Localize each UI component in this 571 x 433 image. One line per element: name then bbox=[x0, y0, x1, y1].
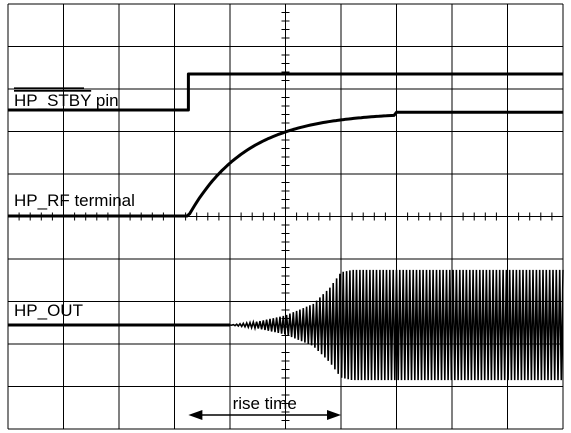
center-axis-ticks bbox=[7, 3, 564, 430]
rise-time-marker: rise time bbox=[188, 394, 341, 420]
hp-rf-label: HP_RF terminal bbox=[14, 191, 135, 210]
rise-time-right-arrowhead bbox=[327, 410, 341, 420]
hp-out-trace bbox=[229, 269, 564, 381]
rise-time-left-arrowhead bbox=[188, 410, 203, 420]
hp-out-label: HP_OUT bbox=[14, 301, 83, 320]
hp-stby-trace bbox=[8, 72, 563, 112]
hp-stby-label: HP_STBY pin bbox=[14, 91, 119, 110]
hp-rf-trace bbox=[8, 110, 563, 218]
rise-time-label: rise time bbox=[233, 394, 297, 413]
